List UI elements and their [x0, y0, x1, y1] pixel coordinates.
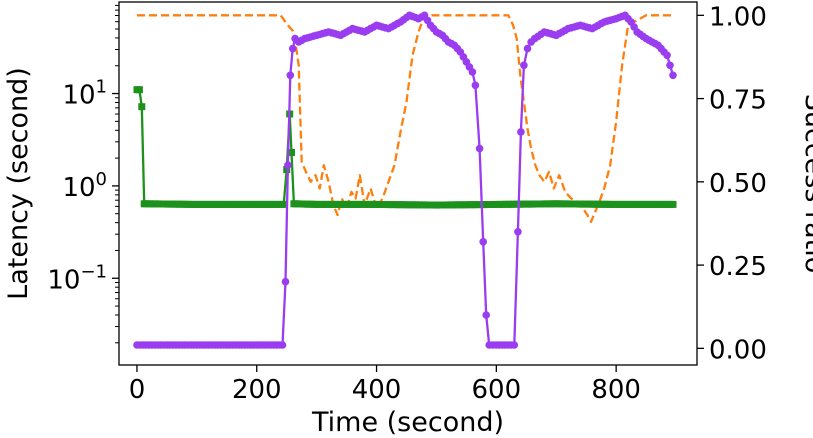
success-marker [520, 61, 528, 70]
y-axis-label-right: Success ratio [799, 94, 813, 274]
latency-marker [138, 103, 146, 111]
series-line-1 [137, 14, 675, 347]
success-marker [479, 238, 488, 246]
y-right-tick-label: 0.50 [709, 169, 767, 199]
success-marker [666, 61, 674, 70]
plot-frame [118, 1, 698, 366]
success-marker [510, 341, 519, 349]
axes-layer: 0 200 400 600 800 101 100 10−1 0.00 0.25 0.50 0.75 1… [47, 2, 767, 405]
x-tick-label: 0 [129, 375, 146, 405]
success-marker [278, 341, 287, 349]
success-marker [669, 71, 677, 80]
success-marker [286, 71, 295, 80]
success-marker [468, 68, 477, 76]
success-marker [517, 128, 525, 136]
y-left-tick-label: 10−1 [47, 261, 107, 295]
success-marker [471, 81, 480, 90]
success-marker [288, 44, 297, 53]
y-right-tick-label: 0.25 [709, 252, 767, 282]
latency-marker [280, 200, 288, 208]
y-right-tick-label: 1.00 [709, 2, 767, 32]
y-left-tick-label: 101 [62, 77, 107, 111]
success-marker [663, 51, 671, 60]
success-marker [523, 44, 532, 53]
y-right-tick-label: 0.00 [709, 335, 767, 365]
latency-marker [669, 200, 677, 208]
success-marker [281, 277, 290, 286]
series-layer [133, 11, 677, 349]
y-right-tick-label: 0.75 [709, 86, 767, 116]
success-marker [284, 161, 292, 169]
x-tick-label: 200 [232, 375, 282, 405]
success-marker [475, 144, 484, 153]
series-line-2 [137, 14, 673, 223]
x-tick-label: 400 [352, 375, 402, 405]
x-tick-label: 800 [591, 375, 641, 405]
success-marker [482, 311, 491, 319]
y-axis-label-left: Latency (second) [3, 67, 34, 300]
latency-marker [135, 86, 143, 94]
y-left-tick-label: 100 [62, 169, 107, 203]
x-tick-label: 600 [472, 375, 522, 405]
latency-marker [288, 149, 295, 156]
x-axis-label: Time (second) [311, 407, 504, 438]
success-marker [514, 228, 522, 236]
